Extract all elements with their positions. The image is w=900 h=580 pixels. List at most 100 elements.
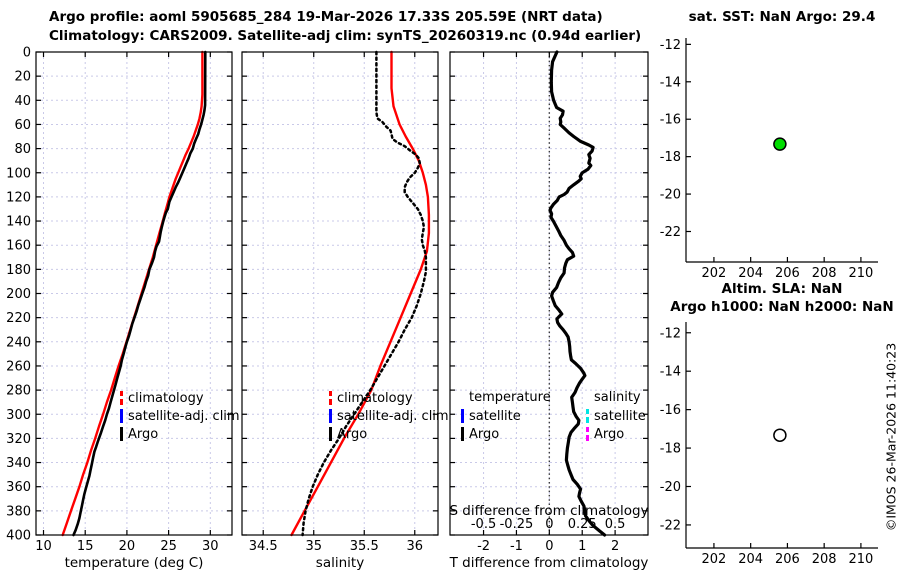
x-tick-label: 35.5	[350, 539, 379, 554]
legend-salinity-panel: climatology satellite-adj. clim Argo	[329, 389, 449, 443]
satellite-salinity-line-sample	[586, 409, 589, 423]
legend-item: climatology	[329, 389, 449, 407]
x-tick-label: 208	[812, 552, 837, 567]
float-position-sst	[773, 137, 787, 151]
x-tick-label: 206	[775, 266, 800, 281]
y-tick-label: 80	[14, 142, 31, 157]
y-tick-label: 200	[6, 287, 31, 302]
y-tick-label: -20	[660, 480, 681, 495]
y-tick-label: 120	[6, 190, 31, 205]
sst-map-title: sat. SST: NaN Argo: 29.4	[688, 9, 876, 25]
x-tick-label: 1	[578, 539, 586, 554]
x-tick-label: 20	[119, 539, 136, 554]
series-argo-minus-climatology-temperature	[548, 50, 607, 537]
x-tick-label: 204	[738, 552, 763, 567]
x-tick-label: 206	[775, 552, 800, 567]
x-tick-label: 0	[545, 539, 553, 554]
figure-title-line2: Climatology: CARS2009. Satellite-adj cli…	[49, 28, 642, 44]
climatology-line-sample	[329, 391, 332, 405]
y-tick-label: 100	[6, 166, 31, 181]
panel-difference: -2 -1 0 1 2 -0.5 -0.25 0 0.25 0.5	[449, 50, 649, 554]
salinity-axis-label: salinity	[315, 555, 365, 571]
y-tick-label: -22	[660, 518, 681, 533]
legend-temperature-panel: climatology satellite-adj. clim Argo	[120, 389, 240, 443]
y-tick-label: 360	[6, 480, 31, 495]
series-argo	[301, 50, 428, 537]
series-argo	[72, 50, 207, 537]
y-tick-label: 0	[23, 46, 31, 61]
y-tick-label: -14	[660, 365, 681, 380]
x-tick-label: 210	[848, 552, 873, 567]
panel-temperature: 10 15 20 25 30020406080100120140160180200220…	[6, 46, 233, 554]
satellite-line-sample	[461, 409, 464, 423]
y-tick-label: -18	[660, 442, 681, 457]
copyright-timestamp: ©IMOS 26-Mar-2026 11:40:23	[883, 342, 899, 532]
legend-group-header: salinity	[594, 390, 641, 405]
legend-label: climatology	[128, 390, 204, 406]
s-tick-label: -0.25	[500, 517, 534, 532]
x-tick-label: 208	[812, 266, 837, 281]
t-difference-axis-label: T difference from climatology	[449, 555, 649, 571]
y-tick-label: 220	[6, 311, 31, 326]
x-tick-label: -2	[477, 539, 490, 554]
legend-difference-temperature: temperature satellite Argo	[461, 389, 551, 443]
y-tick-label: 140	[6, 215, 31, 230]
legend-group-header: temperature	[469, 390, 551, 405]
x-tick-label: 210	[848, 266, 873, 281]
legend-item: satellite	[461, 407, 551, 425]
legend-label: Argo	[469, 426, 500, 442]
s-difference-axis-label: S difference from climatology	[449, 503, 649, 519]
x-tick-label: 202	[702, 266, 727, 281]
y-tick-label: -16	[660, 113, 681, 128]
panel-sst_map: 202 204 206 208 210 -12 -14 -16 -18 -20 -22	[660, 38, 878, 281]
argo-salinity-line-sample	[586, 427, 589, 441]
x-tick-label: 202	[702, 552, 727, 567]
float-position-sla	[773, 428, 787, 442]
x-tick-label: 35	[305, 539, 322, 554]
legend-item: climatology	[120, 389, 240, 407]
x-tick-label: 34.5	[249, 539, 278, 554]
y-tick-label: 40	[14, 94, 31, 109]
legend-label: satellite	[594, 408, 646, 424]
satellite-adj-clim-line-sample	[120, 409, 123, 423]
legend-label: Argo	[594, 426, 625, 442]
s-tick-label: -0.5	[471, 517, 496, 532]
y-tick-label: 280	[6, 384, 31, 399]
y-tick-label: 340	[6, 456, 31, 471]
series-climatology	[290, 50, 431, 537]
legend-label: satellite-adj. clim	[128, 408, 240, 424]
argo-line-sample	[120, 427, 123, 441]
s-tick-label: 0	[545, 517, 553, 532]
x-tick-label: 25	[160, 539, 177, 554]
temperature-axis-label: temperature (deg C)	[64, 555, 204, 571]
x-tick-label: 10	[35, 539, 52, 554]
y-tick-label: -12	[660, 326, 681, 341]
y-tick-label: 260	[6, 359, 31, 374]
sla-map-title-line2: Argo h1000: NaN h2000: NaN	[670, 299, 894, 315]
x-tick-label: 30	[202, 539, 219, 554]
y-tick-label: -20	[660, 188, 681, 203]
s-tick-label: 0.5	[605, 517, 626, 532]
x-tick-label: -1	[510, 539, 523, 554]
legend-label: satellite	[469, 408, 521, 424]
y-tick-label: 400	[6, 529, 31, 544]
panel-salinity: 34.5 35 35.5 36	[241, 50, 439, 554]
y-tick-label: 300	[6, 408, 31, 423]
y-tick-label: 320	[6, 432, 31, 447]
legend-item: Argo	[329, 425, 449, 443]
legend-label: climatology	[337, 390, 413, 406]
sla-map-title-line1: Altim. SLA: NaN	[721, 281, 843, 297]
y-tick-label: 380	[6, 504, 31, 519]
y-tick-label: 180	[6, 263, 31, 278]
legend-item: satellite-adj. clim	[120, 407, 240, 425]
legend-item: Argo	[120, 425, 240, 443]
legend-item: satellite-adj. clim	[329, 407, 449, 425]
y-tick-label: -18	[660, 150, 681, 165]
legend-label: satellite-adj. clim	[337, 408, 449, 424]
y-tick-label: 160	[6, 239, 31, 254]
legend-difference-salinity: salinity satellite Argo	[586, 389, 646, 443]
y-tick-label: -22	[660, 225, 681, 240]
x-tick-label: 15	[77, 539, 94, 554]
